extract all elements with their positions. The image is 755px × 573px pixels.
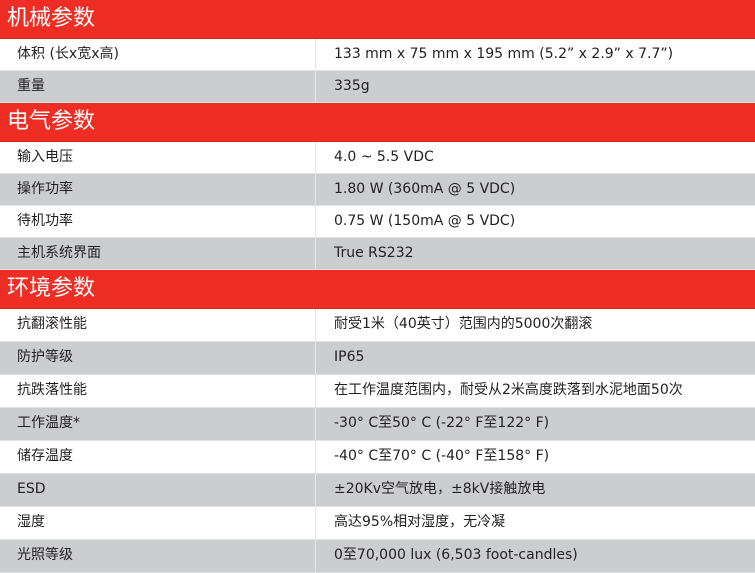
spec-value: 0.75 W (150mA @ 5 VDC) [334, 213, 516, 229]
spec-label: 抗跌落性能 [0, 375, 316, 407]
table-row: 主机系统界面 True RS232 [0, 238, 755, 270]
spec-label: 主机系统界面 [0, 238, 316, 269]
table-row: 抗跌落性能 在工作温度范围内，耐受从2米高度跌落到水泥地面50次 [0, 375, 755, 408]
spec-value: ±20Kv空气放电，±8kV接触放电 [334, 481, 546, 497]
spec-label: 湿度 [0, 507, 316, 539]
spec-label: 光照等级 [0, 540, 316, 572]
spec-label: 防护等级 [0, 342, 316, 374]
table-row: 待机功率 0.75 W (150mA @ 5 VDC) [0, 206, 755, 238]
section-header: 电气参数 [0, 103, 755, 142]
spec-label: 抗翻滚性能 [0, 309, 316, 341]
spec-label: 储存温度 [0, 441, 316, 473]
spec-label: 工作温度* [0, 408, 316, 440]
spec-label: ESD [0, 474, 316, 506]
table-row: 体积 (长x宽x高) 133 mm x 75 mm x 195 mm (5.2” … [0, 39, 755, 71]
section-header: 机械参数 [0, 0, 755, 39]
table-row: 湿度 高达95%相对湿度，无冷凝 [0, 507, 755, 540]
spec-value: 4.0 ~ 5.5 VDC [334, 149, 434, 165]
table-row: 储存温度 -40° C至70° C (-40° F至158° F) [0, 441, 755, 474]
spec-value: -30° C至50° C (-22° F至122° F) [334, 415, 550, 431]
table-row: 防护等级 IP65 [0, 342, 755, 375]
spec-value: -40° C至70° C (-40° F至158° F) [334, 448, 550, 464]
spec-value: 在工作温度范围内，耐受从2米高度跌落到水泥地面50次 [334, 382, 683, 398]
table-row: ESD ±20Kv空气放电，±8kV接触放电 [0, 474, 755, 507]
spec-label: 重量 [0, 71, 316, 102]
spec-value: True RS232 [334, 245, 414, 261]
spec-label: 体积 (长x宽x高) [0, 39, 316, 70]
section-header: 环境参数 [0, 270, 755, 309]
table-row: 抗翻滚性能 耐受1米（40英寸）范围内的5000次翻滚 [0, 309, 755, 342]
spec-label: 待机功率 [0, 206, 316, 237]
spec-value: 耐受1米（40英寸）范围内的5000次翻滚 [334, 316, 593, 332]
spec-value: 0至70,000 lux (6,503 foot-candles) [334, 547, 578, 563]
spec-value: 高达95%相对湿度，无冷凝 [334, 514, 506, 530]
spec-value: IP65 [334, 349, 365, 365]
table-row: 工作温度* -30° C至50° C (-22° F至122° F) [0, 408, 755, 441]
table-row: 光照等级 0至70,000 lux (6,503 foot-candles) [0, 540, 755, 573]
table-row: 重量 335g [0, 71, 755, 103]
table-row: 输入电压 4.0 ~ 5.5 VDC [0, 142, 755, 174]
table-row: 操作功率 1.80 W (360mA @ 5 VDC) [0, 174, 755, 206]
spec-label: 输入电压 [0, 142, 316, 173]
spec-label: 操作功率 [0, 174, 316, 205]
spec-value: 133 mm x 75 mm x 195 mm (5.2” x 2.9” x 7… [334, 46, 674, 62]
spec-value: 335g [334, 78, 370, 94]
spec-value: 1.80 W (360mA @ 5 VDC) [334, 181, 516, 197]
